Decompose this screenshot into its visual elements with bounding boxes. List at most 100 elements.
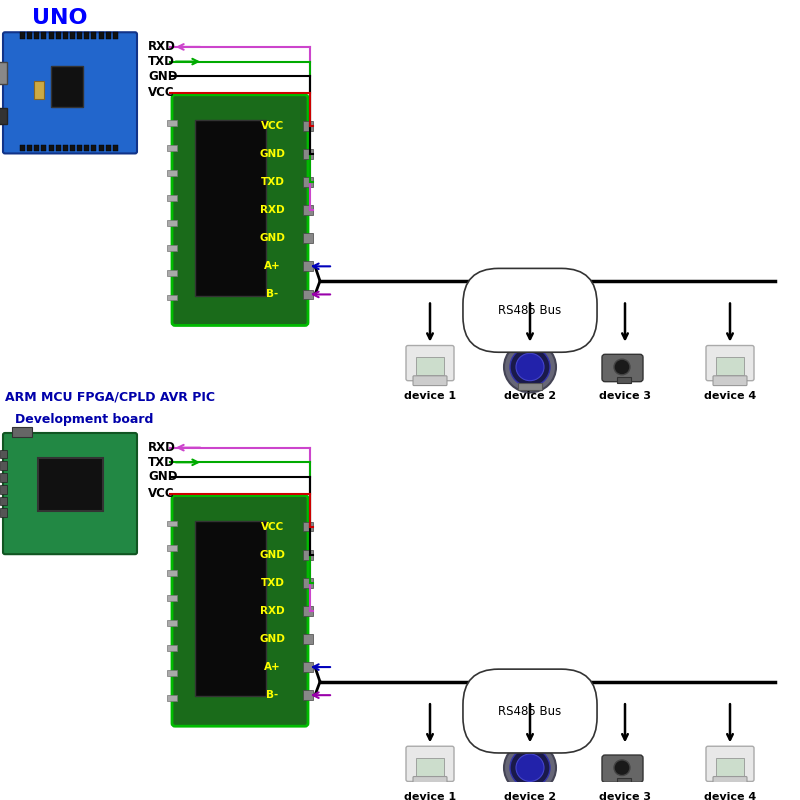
- Bar: [56, 32, 61, 39]
- Circle shape: [516, 354, 544, 381]
- Text: RXD: RXD: [148, 41, 176, 54]
- Bar: [84, 32, 90, 39]
- Circle shape: [614, 760, 630, 775]
- Bar: [34, 32, 39, 39]
- Bar: [42, 145, 46, 151]
- Bar: [716, 758, 744, 775]
- Text: B-: B-: [266, 290, 278, 299]
- Bar: [77, 145, 82, 151]
- Bar: [70, 145, 75, 151]
- Bar: [11, 427, 31, 437]
- Bar: [194, 120, 266, 295]
- Text: GND: GND: [259, 234, 286, 243]
- Bar: [167, 294, 177, 301]
- Bar: [0, 485, 7, 494]
- Bar: [167, 621, 177, 626]
- Bar: [303, 121, 313, 130]
- Bar: [0, 108, 7, 123]
- Text: TXD: TXD: [148, 456, 175, 469]
- Bar: [167, 646, 177, 651]
- Bar: [303, 149, 313, 159]
- Bar: [303, 290, 313, 299]
- Bar: [303, 234, 313, 243]
- Bar: [194, 521, 266, 696]
- Bar: [42, 32, 46, 39]
- Circle shape: [510, 748, 550, 787]
- Text: VCC: VCC: [148, 86, 174, 99]
- Bar: [303, 550, 313, 559]
- Text: device 2: device 2: [504, 792, 556, 800]
- Bar: [303, 606, 313, 616]
- Text: TXD: TXD: [261, 177, 285, 187]
- Text: GND: GND: [148, 70, 178, 82]
- FancyBboxPatch shape: [172, 495, 308, 726]
- Bar: [167, 245, 177, 250]
- Text: A+: A+: [264, 662, 281, 672]
- Circle shape: [504, 742, 556, 793]
- FancyBboxPatch shape: [3, 433, 137, 554]
- Bar: [106, 145, 110, 151]
- Bar: [167, 170, 177, 176]
- Bar: [0, 450, 7, 458]
- Bar: [167, 120, 177, 126]
- FancyBboxPatch shape: [406, 346, 454, 381]
- Text: device 2: device 2: [504, 391, 556, 402]
- Bar: [91, 145, 97, 151]
- Bar: [167, 521, 177, 526]
- Bar: [167, 595, 177, 602]
- Text: TXD: TXD: [148, 55, 175, 68]
- Bar: [617, 377, 631, 382]
- Text: ARM MCU FPGA/CPLD AVR PIC: ARM MCU FPGA/CPLD AVR PIC: [5, 391, 215, 404]
- FancyBboxPatch shape: [713, 777, 747, 786]
- Text: RS485 Bus: RS485 Bus: [498, 705, 562, 718]
- Bar: [50, 66, 83, 107]
- Bar: [106, 32, 110, 39]
- Text: VCC: VCC: [148, 487, 174, 500]
- Bar: [303, 634, 313, 644]
- Text: RS485 Bus: RS485 Bus: [498, 304, 562, 317]
- Bar: [34, 145, 39, 151]
- Bar: [98, 145, 103, 151]
- Text: GND: GND: [259, 550, 286, 560]
- FancyBboxPatch shape: [706, 346, 754, 381]
- Bar: [0, 497, 7, 506]
- FancyBboxPatch shape: [602, 755, 643, 782]
- FancyBboxPatch shape: [3, 32, 137, 154]
- Bar: [27, 32, 32, 39]
- Text: device 3: device 3: [599, 792, 651, 800]
- Bar: [113, 145, 118, 151]
- Bar: [0, 473, 7, 482]
- Text: RXD: RXD: [260, 606, 285, 616]
- Bar: [20, 145, 25, 151]
- Bar: [303, 662, 313, 672]
- Bar: [303, 578, 313, 588]
- Bar: [84, 145, 90, 151]
- Bar: [167, 570, 177, 576]
- Bar: [167, 670, 177, 676]
- Bar: [38, 458, 102, 511]
- Bar: [416, 358, 444, 375]
- Bar: [98, 32, 103, 39]
- Text: device 4: device 4: [704, 792, 756, 800]
- Bar: [416, 758, 444, 775]
- Bar: [0, 508, 7, 517]
- Bar: [0, 62, 7, 84]
- Bar: [716, 358, 744, 375]
- Bar: [167, 546, 177, 551]
- FancyBboxPatch shape: [413, 376, 447, 386]
- Text: A+: A+: [264, 262, 281, 271]
- Circle shape: [614, 359, 630, 375]
- Circle shape: [510, 347, 550, 386]
- Bar: [70, 32, 75, 39]
- Text: TXD: TXD: [261, 578, 285, 588]
- Text: VCC: VCC: [261, 522, 284, 531]
- Bar: [34, 81, 43, 98]
- Bar: [617, 778, 631, 783]
- Bar: [0, 462, 7, 470]
- Text: GND: GND: [259, 634, 286, 644]
- Bar: [27, 145, 32, 151]
- FancyBboxPatch shape: [406, 746, 454, 782]
- Text: VCC: VCC: [261, 121, 284, 131]
- Bar: [63, 145, 68, 151]
- Bar: [113, 32, 118, 39]
